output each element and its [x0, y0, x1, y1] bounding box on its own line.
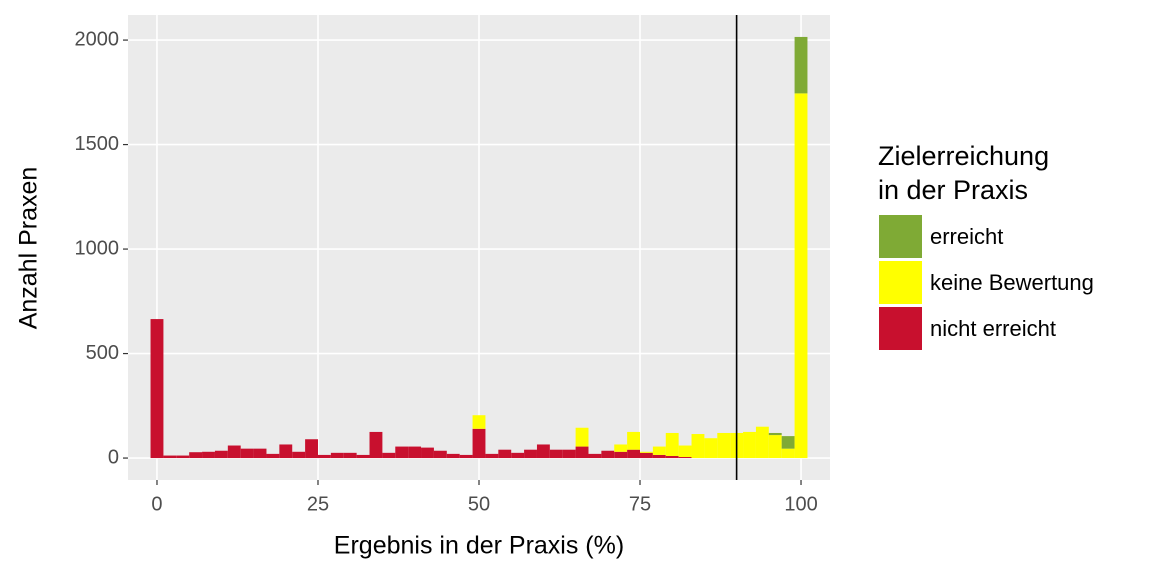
- bar: [575, 446, 589, 459]
- bar: [678, 457, 692, 459]
- y-tick-label: 1000: [75, 237, 120, 259]
- bar: [498, 449, 512, 459]
- bar: [781, 436, 795, 449]
- bar: [382, 452, 396, 459]
- legend-key: [879, 261, 922, 304]
- bar: [305, 439, 318, 459]
- bar: [240, 448, 254, 459]
- bar: [640, 451, 653, 453]
- bar: [794, 93, 808, 459]
- bar: [549, 449, 563, 459]
- bar: [755, 426, 769, 459]
- bar: [536, 444, 550, 459]
- bar: [421, 447, 434, 459]
- y-tick-label: 1500: [75, 133, 120, 155]
- bar: [562, 449, 576, 459]
- y-tick-label: 500: [86, 342, 119, 364]
- bar: [176, 455, 190, 459]
- x-tick-label: 100: [784, 493, 817, 515]
- bar: [588, 453, 602, 459]
- bar: [691, 434, 705, 459]
- bar: [614, 451, 628, 459]
- legend-label: nicht erreicht: [930, 316, 1056, 341]
- bar: [768, 432, 782, 436]
- legend-key: [879, 307, 922, 350]
- bar: [511, 452, 525, 459]
- bar: [202, 451, 215, 459]
- bar: [150, 319, 164, 459]
- bar: [704, 438, 718, 459]
- legend-key: [879, 215, 922, 258]
- bar: [189, 452, 203, 459]
- bar: [253, 448, 267, 459]
- bar: [343, 452, 357, 459]
- bar: [472, 415, 486, 429]
- bar: [627, 431, 641, 450]
- bar: [214, 450, 228, 459]
- bar: [356, 454, 370, 459]
- bar: [665, 455, 679, 459]
- bar: [640, 452, 653, 459]
- bar: [266, 453, 280, 459]
- bar: [524, 449, 537, 459]
- bar: [279, 444, 293, 459]
- y-axis-title: Anzahl Praxen: [15, 167, 43, 330]
- x-axis-title: Ergebnis in der Praxis (%): [334, 532, 624, 560]
- bar: [369, 431, 383, 459]
- bar: [408, 446, 422, 459]
- bar: [665, 432, 679, 456]
- bar: [163, 455, 177, 459]
- bar: [678, 445, 692, 458]
- x-tick-label: 75: [629, 493, 651, 515]
- y-tick-label: 2000: [75, 28, 120, 50]
- bar: [652, 454, 666, 459]
- legend-label: erreicht: [930, 224, 1003, 249]
- y-tick-label: 0: [108, 446, 119, 468]
- bar: [601, 450, 615, 459]
- bar: [743, 431, 756, 459]
- x-tick-label: 50: [468, 493, 490, 515]
- legend-title: Zielerreichung: [878, 141, 1049, 171]
- bar: [395, 446, 409, 459]
- bar: [794, 36, 808, 94]
- bar: [652, 446, 666, 455]
- bar: [717, 432, 731, 459]
- x-tick-label: 25: [307, 493, 329, 515]
- legend-title: in der Praxis: [878, 175, 1028, 205]
- bar: [614, 444, 628, 452]
- bar: [472, 428, 486, 459]
- bar: [485, 453, 499, 459]
- bar: [227, 445, 241, 459]
- bar: [627, 449, 641, 459]
- bar: [459, 454, 473, 459]
- legend-label: keine Bewertung: [930, 270, 1094, 295]
- bar: [317, 454, 331, 459]
- bar: [433, 450, 447, 459]
- bar: [292, 451, 306, 459]
- bar: [446, 453, 460, 459]
- bar: [781, 448, 795, 459]
- bar: [768, 435, 782, 459]
- x-tick-label: 0: [151, 493, 162, 515]
- bar: [330, 452, 344, 459]
- bar: [575, 427, 589, 447]
